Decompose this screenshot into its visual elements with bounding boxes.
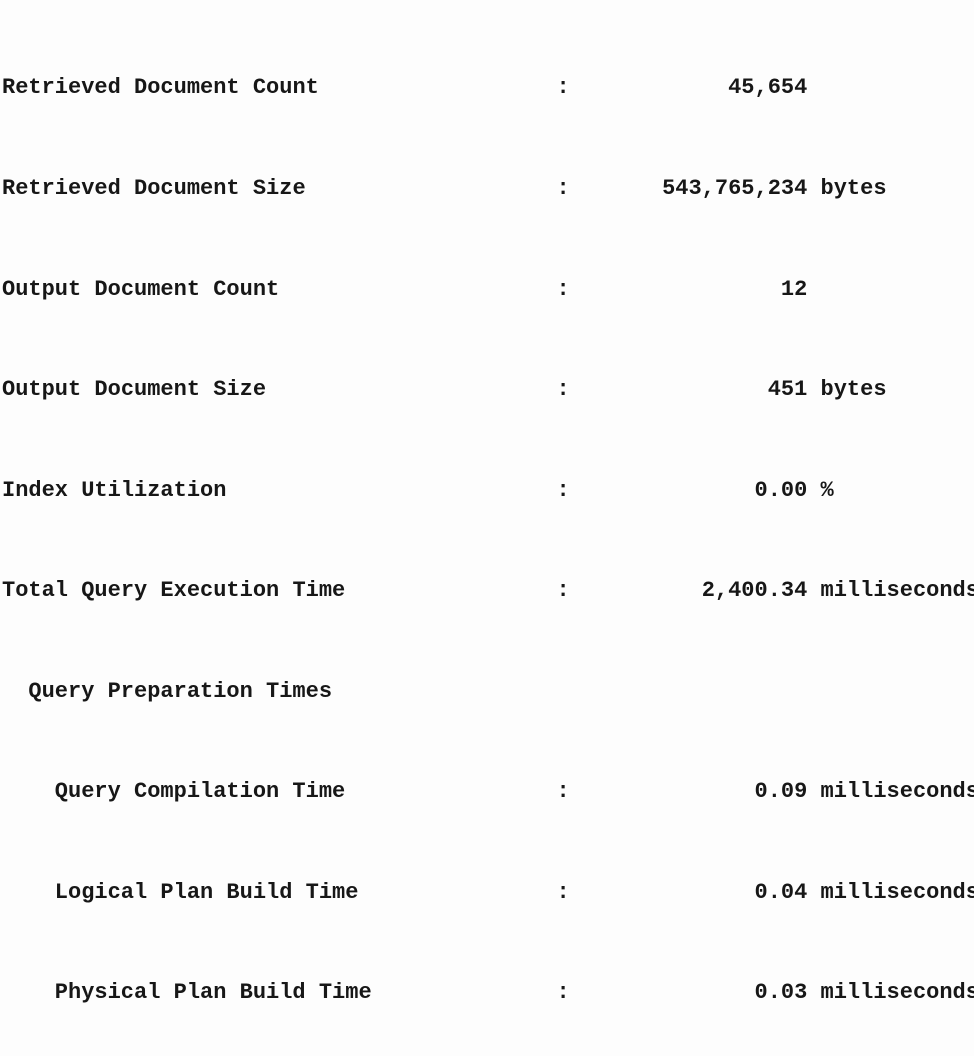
metric-unit: milliseconds bbox=[820, 980, 974, 1006]
metric-row-output-document-size: Output Document Size : 451 bytes bbox=[0, 377, 974, 402]
metric-row-output-document-count: Output Document Count : 12 bbox=[0, 277, 974, 302]
metric-colon: : bbox=[556, 578, 570, 604]
metric-value: 0.03 bbox=[754, 980, 808, 1006]
metric-unit: milliseconds bbox=[820, 578, 974, 604]
metric-label: Output Document Count bbox=[2, 276, 280, 302]
metric-colon: : bbox=[556, 477, 570, 503]
metric-value: 2,400.34 bbox=[701, 578, 808, 604]
metric-label: Query Preparation Times bbox=[28, 678, 333, 704]
metric-colon: : bbox=[556, 276, 570, 302]
metric-label: Physical Plan Build Time bbox=[54, 980, 372, 1006]
metric-row-retrieved-document-count: Retrieved Document Count : 45,654 bbox=[0, 75, 974, 100]
metric-colon: : bbox=[556, 980, 570, 1006]
metric-colon: : bbox=[556, 377, 570, 403]
metric-value: 543,765,234 bbox=[662, 175, 808, 201]
metric-label: Query Compilation Time bbox=[54, 779, 346, 805]
metric-colon: : bbox=[556, 175, 570, 201]
metric-colon: : bbox=[556, 779, 570, 805]
metric-row-index-utilization: Index Utilization : 0.00 % bbox=[0, 478, 974, 503]
metric-unit: % bbox=[820, 477, 834, 503]
metric-row-retrieved-document-size: Retrieved Document Size : 543,765,234 by… bbox=[0, 176, 974, 201]
metric-label: Retrieved Document Count bbox=[2, 75, 319, 101]
metric-unit: bytes bbox=[820, 377, 887, 403]
metric-unit: milliseconds bbox=[820, 779, 974, 805]
metric-section-query-preparation-times: Query Preparation Times bbox=[0, 679, 974, 704]
metric-unit: milliseconds bbox=[820, 879, 974, 905]
metric-value: 0.09 bbox=[754, 779, 808, 805]
metric-row-physical-plan-build-time: Physical Plan Build Time : 0.03 millisec… bbox=[0, 980, 974, 1005]
metric-label: Total Query Execution Time bbox=[2, 578, 346, 604]
metric-row-total-query-execution-time: Total Query Execution Time : 2,400.34 mi… bbox=[0, 578, 974, 603]
metric-label: Retrieved Document Size bbox=[2, 175, 306, 201]
metric-label: Index Utilization bbox=[2, 477, 227, 503]
metric-value: 12 bbox=[780, 276, 808, 302]
metric-value: 0.04 bbox=[754, 879, 808, 905]
metric-row-logical-plan-build-time: Logical Plan Build Time : 0.04 milliseco… bbox=[0, 880, 974, 905]
metric-colon: : bbox=[556, 879, 570, 905]
metric-value: 45,654 bbox=[728, 75, 808, 101]
metric-value: 451 bbox=[767, 377, 808, 403]
metric-label: Logical Plan Build Time bbox=[54, 879, 359, 905]
metric-unit: bytes bbox=[820, 175, 887, 201]
metric-row-query-compilation-time: Query Compilation Time : 0.09 millisecon… bbox=[0, 779, 974, 804]
metric-label: Output Document Size bbox=[2, 377, 267, 403]
metric-value: 0.00 bbox=[754, 477, 808, 503]
metric-colon: : bbox=[556, 75, 570, 101]
query-metrics-output: Retrieved Document Count : 45,654 Retrie… bbox=[0, 75, 974, 1005]
